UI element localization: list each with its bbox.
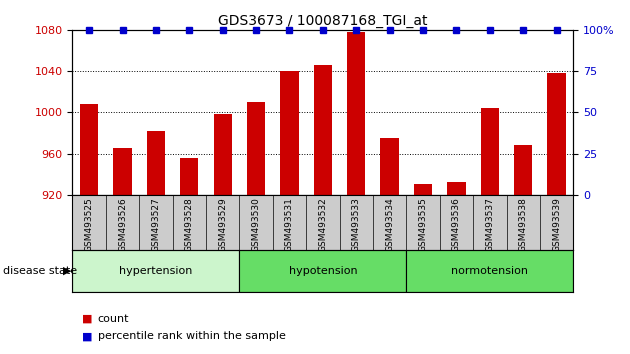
Text: percentile rank within the sample: percentile rank within the sample <box>98 331 285 341</box>
Text: ■: ■ <box>82 331 93 341</box>
Bar <box>447 182 466 195</box>
Bar <box>347 32 365 195</box>
Text: GSM493530: GSM493530 <box>251 198 261 252</box>
Text: normotension: normotension <box>451 266 529 276</box>
Text: GSM493528: GSM493528 <box>185 198 194 252</box>
Text: GSM493529: GSM493529 <box>218 198 227 252</box>
Bar <box>547 73 566 195</box>
Text: disease state: disease state <box>3 266 77 276</box>
Text: hypertension: hypertension <box>119 266 193 276</box>
Text: GSM493526: GSM493526 <box>118 198 127 252</box>
Text: GSM493525: GSM493525 <box>84 198 94 252</box>
Bar <box>406 250 573 292</box>
Bar <box>180 158 198 195</box>
Bar <box>113 148 132 195</box>
Bar <box>381 138 399 195</box>
Bar <box>314 65 332 195</box>
Bar <box>72 250 239 292</box>
Text: GSM493527: GSM493527 <box>151 198 161 252</box>
Bar <box>481 108 499 195</box>
Text: GSM493535: GSM493535 <box>418 198 428 252</box>
Bar <box>514 145 532 195</box>
Text: GSM493537: GSM493537 <box>485 198 495 252</box>
Text: count: count <box>98 314 129 324</box>
Bar <box>239 250 406 292</box>
Bar <box>280 71 299 195</box>
Bar <box>147 131 165 195</box>
Text: GSM493539: GSM493539 <box>552 198 561 252</box>
Bar <box>247 102 265 195</box>
Text: GSM493538: GSM493538 <box>518 198 528 252</box>
Text: GSM493533: GSM493533 <box>352 198 361 252</box>
Text: ▶: ▶ <box>63 266 72 276</box>
Title: GDS3673 / 100087168_TGI_at: GDS3673 / 100087168_TGI_at <box>218 14 428 28</box>
Text: GSM493534: GSM493534 <box>385 198 394 252</box>
Bar <box>214 114 232 195</box>
Text: ■: ■ <box>82 314 93 324</box>
Bar <box>414 184 432 195</box>
Text: hypotension: hypotension <box>289 266 357 276</box>
Bar <box>80 104 98 195</box>
Text: GSM493531: GSM493531 <box>285 198 294 252</box>
Text: GSM493536: GSM493536 <box>452 198 461 252</box>
Text: GSM493532: GSM493532 <box>318 198 328 252</box>
